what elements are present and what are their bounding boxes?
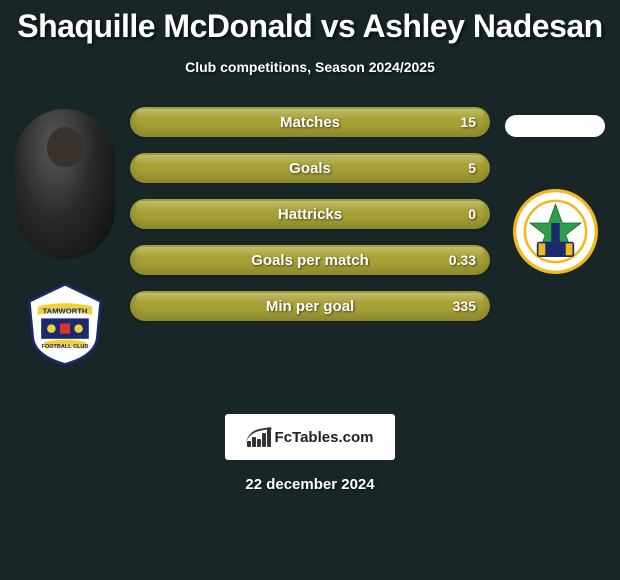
left-player-column: TAMWORTH FOOTBALL CLUB [0,105,130,366]
stat-row-goals-per-match: Goals per match 0.33 [130,245,490,275]
svg-text:FOOTBALL CLUB: FOOTBALL CLUB [42,344,89,350]
page-title: Shaquille McDonald vs Ashley Nadesan [0,0,620,45]
sutton-badge-icon [513,189,598,274]
stat-value-right: 0 [468,206,476,222]
subtitle: Club competitions, Season 2024/2025 [0,59,620,75]
tamworth-badge-icon: TAMWORTH FOOTBALL CLUB [20,281,110,366]
stat-label: Goals [289,160,331,177]
stat-row-goals: Goals 5 [130,153,490,183]
stat-label: Matches [280,114,340,131]
club-badge-left: TAMWORTH FOOTBALL CLUB [20,281,110,366]
stat-label: Hattricks [278,206,342,223]
stat-row-matches: Matches 15 [130,107,490,137]
player-photo-right [505,115,605,137]
stat-row-hattricks: Hattricks 0 [130,199,490,229]
club-badge-right [513,189,598,274]
stats-area: TAMWORTH FOOTBALL CLUB Matches 15 Goals … [0,105,620,366]
stat-row-min-per-goal: Min per goal 335 [130,291,490,321]
stat-value-right: 0.33 [449,252,476,268]
stat-value-right: 5 [468,160,476,176]
brand-chart-icon [247,427,273,447]
svg-text:TAMWORTH: TAMWORTH [43,306,88,315]
player-photo-left [15,109,115,259]
stat-label: Min per goal [266,298,354,315]
stat-value-right: 335 [453,298,476,314]
date-text: 22 december 2024 [0,476,620,493]
stat-value-right: 15 [460,114,476,130]
stat-label: Goals per match [251,252,369,269]
stat-bars: Matches 15 Goals 5 Hattricks 0 Goals per… [130,105,490,323]
right-player-column [490,105,620,274]
brand-text: FcTables.com [275,429,374,446]
brand-box: FcTables.com [225,414,395,460]
